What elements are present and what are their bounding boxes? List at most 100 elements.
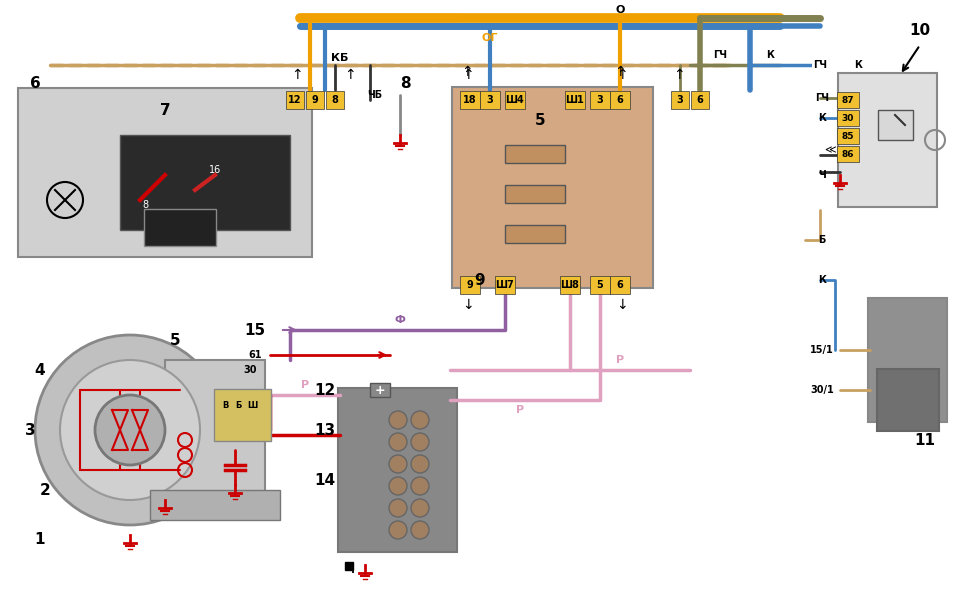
Text: Р: Р bbox=[616, 355, 624, 365]
Text: Б: Б bbox=[818, 235, 826, 245]
Text: 3: 3 bbox=[487, 95, 493, 105]
Text: ГЧ: ГЧ bbox=[813, 60, 827, 70]
Text: 30: 30 bbox=[243, 365, 256, 375]
FancyBboxPatch shape bbox=[610, 276, 630, 294]
Text: К: К bbox=[818, 275, 826, 285]
Text: ↑: ↑ bbox=[461, 65, 473, 79]
Text: ОГ: ОГ bbox=[482, 33, 498, 43]
FancyBboxPatch shape bbox=[18, 88, 312, 257]
Text: К: К bbox=[766, 50, 774, 60]
Text: Ш1: Ш1 bbox=[565, 95, 585, 105]
FancyBboxPatch shape bbox=[165, 360, 265, 500]
FancyBboxPatch shape bbox=[837, 110, 859, 126]
Text: 9: 9 bbox=[474, 273, 486, 287]
Circle shape bbox=[389, 411, 407, 429]
FancyBboxPatch shape bbox=[452, 87, 653, 288]
FancyBboxPatch shape bbox=[691, 91, 709, 109]
Text: ↓: ↓ bbox=[616, 298, 628, 312]
Text: 3: 3 bbox=[25, 422, 36, 438]
Text: ГЧ: ГЧ bbox=[815, 93, 829, 103]
Text: 9: 9 bbox=[467, 280, 473, 290]
Circle shape bbox=[411, 521, 429, 539]
Text: 12: 12 bbox=[288, 95, 301, 105]
FancyBboxPatch shape bbox=[338, 388, 457, 552]
Text: ↑: ↑ bbox=[291, 68, 302, 82]
Text: Ф: Ф bbox=[395, 315, 405, 325]
Text: 3: 3 bbox=[677, 95, 684, 105]
Text: ≪: ≪ bbox=[825, 145, 836, 155]
FancyBboxPatch shape bbox=[837, 128, 859, 144]
Circle shape bbox=[411, 499, 429, 517]
FancyBboxPatch shape bbox=[838, 73, 937, 207]
FancyBboxPatch shape bbox=[370, 383, 390, 397]
Text: 61: 61 bbox=[249, 350, 262, 360]
Text: 3: 3 bbox=[596, 95, 604, 105]
FancyBboxPatch shape bbox=[590, 276, 610, 294]
FancyBboxPatch shape bbox=[837, 146, 859, 162]
Text: 8: 8 bbox=[399, 76, 410, 90]
FancyBboxPatch shape bbox=[868, 298, 947, 422]
Text: Ч: Ч bbox=[347, 565, 354, 575]
Text: 4: 4 bbox=[35, 362, 45, 378]
Text: 14: 14 bbox=[315, 473, 336, 488]
FancyBboxPatch shape bbox=[878, 110, 913, 140]
Text: В: В bbox=[222, 400, 228, 410]
Text: Ш4: Ш4 bbox=[506, 95, 524, 105]
FancyBboxPatch shape bbox=[480, 91, 500, 109]
Text: 16: 16 bbox=[209, 165, 221, 175]
Circle shape bbox=[411, 477, 429, 495]
Circle shape bbox=[60, 360, 200, 500]
Text: ↑: ↑ bbox=[614, 65, 626, 79]
Text: Ч: Ч bbox=[818, 170, 826, 180]
Text: 8: 8 bbox=[142, 200, 148, 210]
FancyBboxPatch shape bbox=[565, 91, 585, 109]
Text: 30/1: 30/1 bbox=[810, 385, 834, 395]
FancyBboxPatch shape bbox=[120, 135, 290, 230]
FancyBboxPatch shape bbox=[505, 185, 565, 203]
FancyBboxPatch shape bbox=[144, 209, 216, 246]
FancyBboxPatch shape bbox=[214, 389, 271, 441]
Text: +: + bbox=[374, 384, 385, 397]
Text: 1: 1 bbox=[35, 532, 45, 548]
Text: Ш8: Ш8 bbox=[561, 280, 580, 290]
Circle shape bbox=[389, 477, 407, 495]
Text: Б: Б bbox=[235, 400, 241, 410]
Circle shape bbox=[35, 335, 225, 525]
Text: Р: Р bbox=[300, 380, 309, 390]
FancyBboxPatch shape bbox=[326, 91, 344, 109]
Text: 5: 5 bbox=[596, 280, 604, 290]
Text: 11: 11 bbox=[915, 432, 935, 448]
Text: Ш: Ш bbox=[247, 400, 257, 410]
Text: 13: 13 bbox=[315, 422, 336, 438]
Text: 10: 10 bbox=[909, 23, 930, 37]
Text: К: К bbox=[854, 60, 862, 70]
FancyBboxPatch shape bbox=[590, 91, 610, 109]
Text: 7: 7 bbox=[159, 103, 170, 117]
Text: 15: 15 bbox=[245, 322, 266, 338]
Text: КБ: КБ bbox=[331, 53, 348, 63]
Text: 8: 8 bbox=[331, 95, 339, 105]
FancyBboxPatch shape bbox=[150, 490, 280, 520]
FancyBboxPatch shape bbox=[877, 369, 939, 431]
Text: Ш7: Ш7 bbox=[495, 280, 515, 290]
FancyBboxPatch shape bbox=[345, 562, 353, 570]
Text: 85: 85 bbox=[842, 131, 854, 141]
Text: 9: 9 bbox=[312, 95, 319, 105]
Text: Р: Р bbox=[516, 405, 524, 415]
FancyBboxPatch shape bbox=[505, 91, 525, 109]
Circle shape bbox=[411, 455, 429, 473]
Text: 30: 30 bbox=[842, 114, 854, 123]
Text: 5: 5 bbox=[535, 112, 545, 128]
Text: 6: 6 bbox=[616, 280, 623, 290]
Text: 2: 2 bbox=[39, 483, 50, 497]
FancyBboxPatch shape bbox=[286, 91, 304, 109]
Text: ↑: ↑ bbox=[673, 68, 684, 82]
Text: 6: 6 bbox=[697, 95, 704, 105]
Text: ЧБ: ЧБ bbox=[368, 90, 383, 100]
Text: 6: 6 bbox=[30, 76, 40, 90]
Text: ↑: ↑ bbox=[462, 68, 474, 82]
Text: 15/1: 15/1 bbox=[810, 345, 834, 355]
Text: 5: 5 bbox=[170, 333, 180, 348]
FancyBboxPatch shape bbox=[610, 91, 630, 109]
Circle shape bbox=[389, 433, 407, 451]
